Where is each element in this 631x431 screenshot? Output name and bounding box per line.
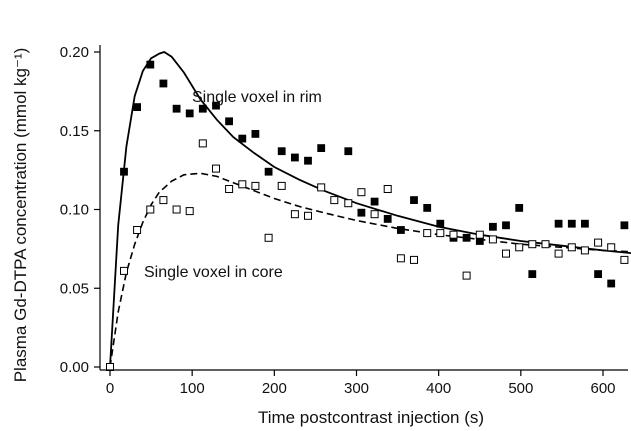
core-point-26 <box>449 230 458 239</box>
x-tick-label-100: 100 <box>180 380 205 397</box>
core-point-33 <box>541 240 550 249</box>
rim-point-32 <box>554 219 563 228</box>
rim-point-12 <box>264 167 273 176</box>
rim-point-6 <box>185 109 194 118</box>
x-tick-label-300: 300 <box>344 380 369 397</box>
core-point-22 <box>396 254 405 263</box>
rim-point-19 <box>370 197 379 206</box>
rim-point-16 <box>317 144 326 153</box>
core-point-15 <box>304 211 312 220</box>
y-axis-label: Plasma Gd-DTPA concentration (mmol kg⁻¹) <box>11 48 30 383</box>
rim-point-28 <box>488 222 497 231</box>
core-point-24 <box>423 229 432 238</box>
rim-point-10 <box>238 134 247 143</box>
core-point-4 <box>159 196 168 205</box>
axes <box>99 45 628 371</box>
rim-point-21 <box>396 226 405 234</box>
rim-point-9 <box>225 117 234 126</box>
y-tick-label-4: 0.20 <box>60 44 89 61</box>
y-tick-label-2: 0.10 <box>60 202 89 219</box>
core-point-32 <box>528 240 537 249</box>
core-point-38 <box>607 243 616 252</box>
rim-point-8 <box>212 101 220 110</box>
rim-point-15 <box>304 156 312 165</box>
rim-point-20 <box>383 214 392 223</box>
rim-point-1 <box>120 167 128 176</box>
y-tick-label-1: 0.05 <box>60 280 89 297</box>
data-points <box>106 60 629 371</box>
rim-point-31 <box>528 270 537 279</box>
x-tick-label-500: 500 <box>508 380 533 397</box>
core-point-25 <box>436 229 445 238</box>
core-point-8 <box>212 164 220 173</box>
rim-point-35 <box>594 270 602 279</box>
core-point-11 <box>251 181 260 190</box>
rim-point-3 <box>146 60 155 69</box>
y-tick-label-0: 0.00 <box>60 359 89 376</box>
rim-point-5 <box>172 104 181 113</box>
core-point-6 <box>185 207 194 216</box>
core-point-35 <box>567 243 576 252</box>
core-point-12 <box>264 233 273 242</box>
core-point-14 <box>290 210 299 219</box>
core-point-34 <box>554 249 563 258</box>
core-point-17 <box>330 196 339 205</box>
core-point-10 <box>238 180 247 189</box>
core-point-39 <box>620 255 629 264</box>
rim-point-37 <box>620 221 629 230</box>
core-point-37 <box>594 238 603 247</box>
core-point-36 <box>580 246 589 255</box>
x-tick-label-600: 600 <box>590 380 615 397</box>
rim-point-17 <box>344 147 353 156</box>
core-point-16 <box>317 183 326 192</box>
core-point-30 <box>502 249 510 258</box>
core-point-20 <box>370 210 379 219</box>
core-point-19 <box>357 188 366 197</box>
core-point-18 <box>344 199 353 208</box>
rim-point-29 <box>502 221 510 230</box>
core-point-5 <box>172 205 181 214</box>
rim-point-11 <box>251 129 260 138</box>
core-point-2 <box>133 226 142 234</box>
core-point-28 <box>475 230 484 239</box>
core-point-9 <box>225 185 234 193</box>
rim-point-33 <box>567 219 576 228</box>
x-tick-label-0: 0 <box>106 380 114 397</box>
rim-point-24 <box>436 219 445 228</box>
rim-point-34 <box>581 219 589 228</box>
rim-point-4 <box>159 79 168 88</box>
core-point-3 <box>146 205 155 214</box>
core-point-7 <box>198 139 207 148</box>
rim-point-13 <box>277 147 286 156</box>
core-point-31 <box>515 243 524 252</box>
rim-point-36 <box>607 279 616 288</box>
rim-series-label: Single voxel in rim <box>192 89 322 106</box>
y-tick-label-3: 0.15 <box>60 123 89 140</box>
core-point-23 <box>410 255 418 264</box>
core-point-29 <box>488 235 497 244</box>
rim-point-7 <box>198 104 207 113</box>
core-point-21 <box>383 185 392 193</box>
core-series-label: Single voxel in core <box>144 264 283 281</box>
rim-point-14 <box>290 153 299 162</box>
x-axis-label: Time postcontrast injection (s) <box>258 408 484 427</box>
rim-point-30 <box>515 203 524 212</box>
core-point-13 <box>277 181 286 190</box>
x-tick-label-400: 400 <box>426 380 451 397</box>
rim-point-26 <box>462 233 471 242</box>
rim-point-2 <box>133 103 142 111</box>
x-tick-label-200: 200 <box>262 380 287 397</box>
x-ticks: 0 100 200 300 400 500 600 <box>106 370 616 397</box>
rim-point-23 <box>423 203 432 212</box>
core-point-1 <box>120 266 128 275</box>
rim-point-18 <box>357 208 366 217</box>
y-ticks: 0.00 0.05 0.10 0.15 0.20 <box>60 44 100 376</box>
core-point-27 <box>462 271 471 280</box>
rim-point-22 <box>410 196 418 205</box>
